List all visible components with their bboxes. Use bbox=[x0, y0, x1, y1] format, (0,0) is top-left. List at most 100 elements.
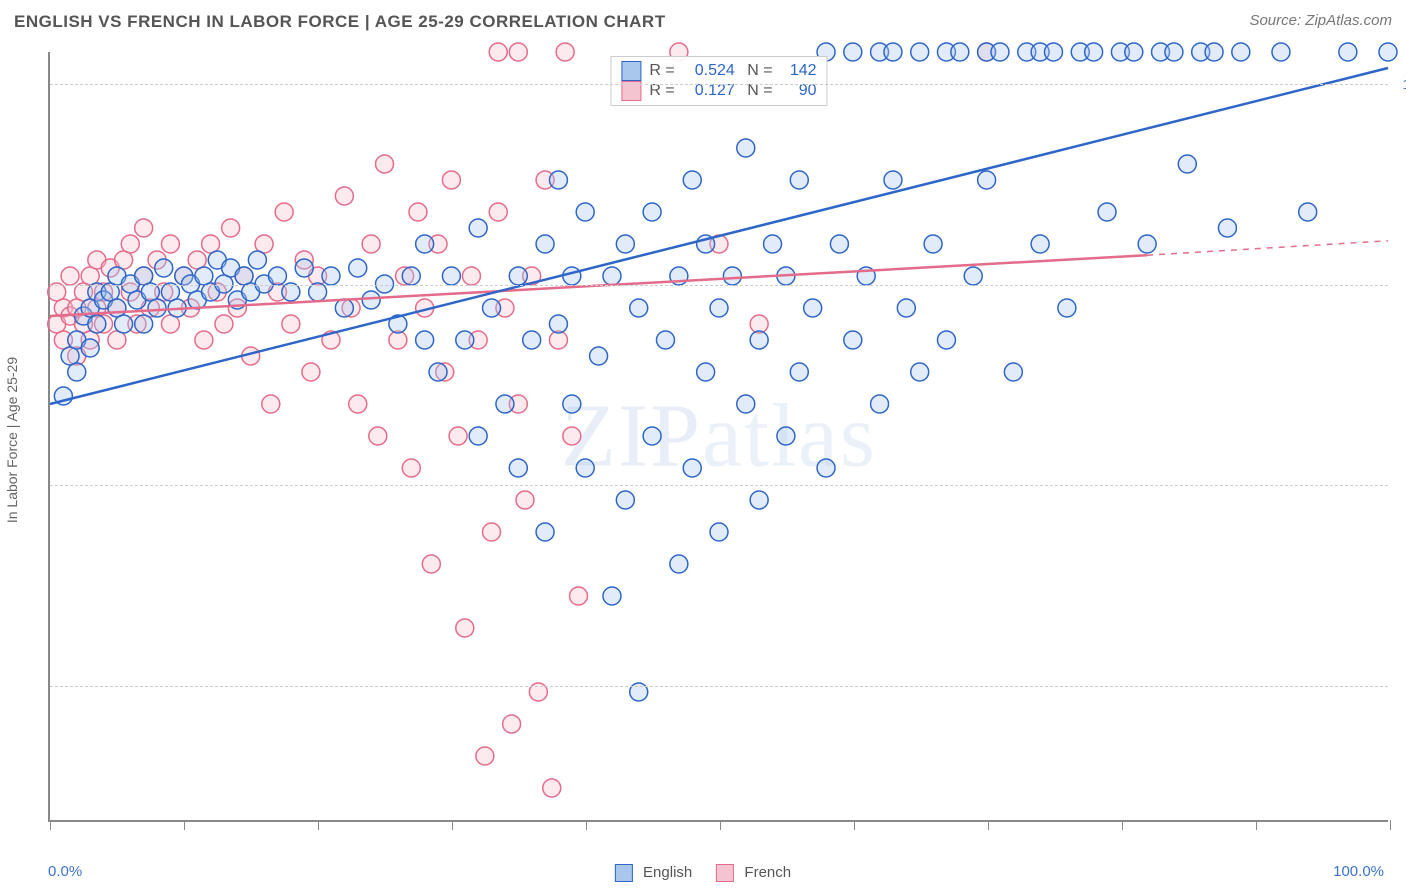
data-point bbox=[630, 299, 648, 317]
plot-area: ZIPatlas R = 0.524 N = 142 R = 0.127 N =… bbox=[48, 52, 1388, 822]
data-point bbox=[1085, 43, 1103, 61]
data-point bbox=[429, 363, 447, 381]
x-tick bbox=[184, 820, 185, 830]
data-point bbox=[161, 235, 179, 253]
data-point bbox=[991, 43, 1009, 61]
data-point bbox=[1031, 235, 1049, 253]
data-point bbox=[964, 267, 982, 285]
x-tick bbox=[1256, 820, 1257, 830]
data-point bbox=[1165, 43, 1183, 61]
gridline bbox=[50, 686, 1388, 687]
data-point bbox=[777, 427, 795, 445]
data-point bbox=[409, 203, 427, 221]
data-point bbox=[549, 171, 567, 189]
plot-region: ZIPatlas R = 0.524 N = 142 R = 0.127 N =… bbox=[48, 52, 1388, 822]
data-point bbox=[496, 395, 514, 413]
data-point bbox=[563, 267, 581, 285]
data-point bbox=[871, 395, 889, 413]
data-point bbox=[483, 523, 501, 541]
y-tick-label: 100.0% bbox=[1395, 76, 1406, 92]
data-point bbox=[509, 459, 527, 477]
gridline bbox=[50, 285, 1388, 286]
data-point bbox=[643, 427, 661, 445]
data-point bbox=[155, 259, 173, 277]
data-point bbox=[603, 587, 621, 605]
data-point bbox=[376, 155, 394, 173]
data-point bbox=[536, 523, 554, 541]
data-point bbox=[1125, 43, 1143, 61]
data-point bbox=[295, 259, 313, 277]
chart-container: ENGLISH VS FRENCH IN LABOR FORCE | AGE 2… bbox=[0, 0, 1406, 892]
regression-line bbox=[50, 68, 1388, 404]
data-point bbox=[148, 299, 166, 317]
data-point bbox=[884, 171, 902, 189]
data-point bbox=[516, 491, 534, 509]
data-point bbox=[68, 363, 86, 381]
y-tick-label: 87.5% bbox=[1395, 277, 1406, 293]
data-point bbox=[282, 283, 300, 301]
y-axis-label: In Labor Force | Age 25-29 bbox=[4, 274, 20, 440]
data-point bbox=[1299, 203, 1317, 221]
data-point bbox=[1205, 43, 1223, 61]
data-point bbox=[924, 235, 942, 253]
series-legend: English French bbox=[615, 864, 791, 882]
data-point bbox=[710, 299, 728, 317]
data-point bbox=[489, 43, 507, 61]
data-point bbox=[576, 459, 594, 477]
data-point bbox=[790, 363, 808, 381]
data-point bbox=[1178, 155, 1196, 173]
data-point bbox=[951, 43, 969, 61]
gridline bbox=[50, 84, 1388, 85]
data-point bbox=[683, 171, 701, 189]
data-point bbox=[616, 235, 634, 253]
data-point bbox=[830, 235, 848, 253]
data-point bbox=[121, 235, 139, 253]
data-point bbox=[268, 267, 286, 285]
data-point bbox=[884, 43, 902, 61]
data-point bbox=[309, 283, 327, 301]
data-point bbox=[503, 715, 521, 733]
x-tick bbox=[1390, 820, 1391, 830]
data-point bbox=[115, 315, 133, 333]
source-label: Source: ZipAtlas.com bbox=[1249, 12, 1392, 29]
x-tick bbox=[854, 820, 855, 830]
data-point bbox=[764, 235, 782, 253]
data-point bbox=[449, 427, 467, 445]
data-point bbox=[750, 491, 768, 509]
x-tick bbox=[452, 820, 453, 830]
data-point bbox=[563, 395, 581, 413]
y-tick-label: 62.5% bbox=[1395, 678, 1406, 694]
correlation-legend: R = 0.524 N = 142 R = 0.127 N = 90 bbox=[610, 56, 827, 106]
data-point bbox=[476, 747, 494, 765]
data-point bbox=[1232, 43, 1250, 61]
data-point bbox=[1004, 363, 1022, 381]
data-point bbox=[442, 267, 460, 285]
data-point bbox=[549, 315, 567, 333]
n-value-english: 142 bbox=[781, 62, 817, 80]
data-point bbox=[88, 315, 106, 333]
data-point bbox=[135, 219, 153, 237]
data-point bbox=[61, 267, 79, 285]
data-point bbox=[509, 267, 527, 285]
title-bar: ENGLISH VS FRENCH IN LABOR FORCE | AGE 2… bbox=[14, 12, 1392, 42]
data-point bbox=[1272, 43, 1290, 61]
data-point bbox=[456, 619, 474, 637]
data-point bbox=[590, 347, 608, 365]
data-point bbox=[790, 171, 808, 189]
data-point bbox=[1098, 203, 1116, 221]
data-point bbox=[536, 235, 554, 253]
legend-swatch-icon bbox=[615, 864, 633, 882]
data-point bbox=[489, 203, 507, 221]
data-point bbox=[275, 203, 293, 221]
data-point bbox=[697, 363, 715, 381]
data-point bbox=[1138, 235, 1156, 253]
data-point bbox=[1058, 299, 1076, 317]
data-point bbox=[483, 299, 501, 317]
x-axis-max-label: 100.0% bbox=[1333, 863, 1384, 880]
data-point bbox=[683, 459, 701, 477]
data-point bbox=[248, 251, 266, 269]
data-point bbox=[543, 779, 561, 797]
data-point bbox=[723, 267, 741, 285]
data-point bbox=[362, 291, 380, 309]
data-point bbox=[282, 315, 300, 333]
